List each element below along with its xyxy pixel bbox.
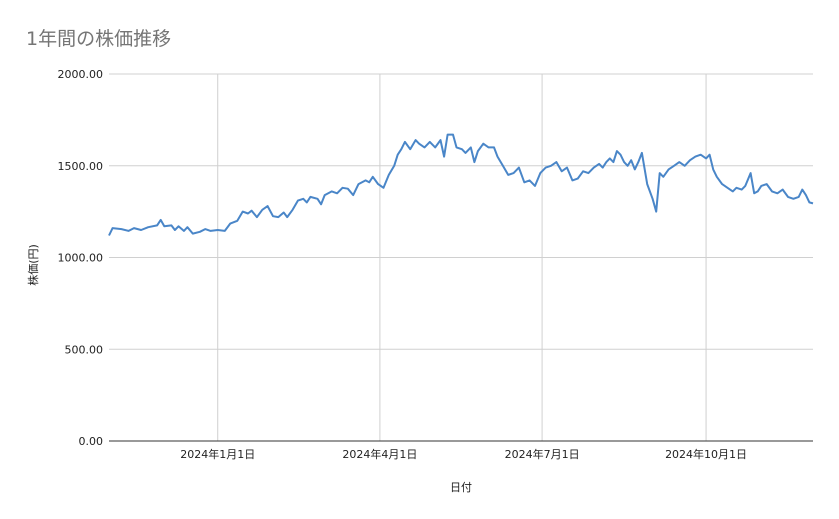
y-axis-ticks: 0.00 500.00 1000.00 1500.00 2000.00 [58,68,104,448]
x-tick-label: 2024年10月1日 [665,447,747,461]
y-tick-label: 500.00 [65,343,104,356]
x-tick-label: 2024年7月1日 [505,447,580,461]
y-tick-label: 2000.00 [58,68,104,81]
x-axis-label: 日付 [450,481,472,494]
x-tick-label: 2024年4月1日 [342,447,417,461]
y-tick-label: 1000.00 [58,252,104,265]
y-tick-label: 1500.00 [58,160,104,173]
y-tick-label: 0.00 [79,435,104,448]
gridlines [109,73,813,441]
x-axis-ticks: 2024年1月1日 2024年4月1日 2024年7月1日 2024年10月1日 [180,447,747,461]
x-tick-label: 2024年1月1日 [180,447,255,461]
y-axis-label: 株価(円) [26,244,40,286]
chart-title: 1年間の株価推移 [26,28,171,50]
series-layer [108,133,814,236]
series-line [108,133,814,236]
